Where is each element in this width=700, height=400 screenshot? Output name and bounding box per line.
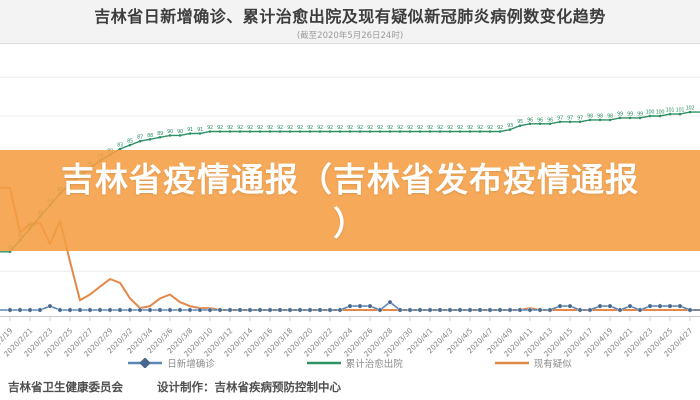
design-credit: 设计制作：吉林省疾病预防控制中心 [157, 380, 341, 394]
svg-text:96: 96 [547, 117, 553, 123]
headline-overlay: 吉林省疫情通报（吉林省发布疫情通报 ） [0, 150, 700, 251]
svg-text:92: 92 [227, 125, 233, 131]
svg-text:90: 90 [177, 129, 183, 135]
svg-text:91: 91 [187, 127, 193, 133]
svg-text:102: 102 [686, 106, 695, 112]
svg-text:87: 87 [137, 135, 143, 141]
svg-text:98: 98 [587, 113, 593, 119]
svg-text:92: 92 [337, 125, 343, 131]
svg-text:95: 95 [517, 119, 523, 125]
svg-text:97: 97 [557, 115, 563, 121]
legend-item-daily-new-confirmed[interactable]: 日新增确诊 [128, 356, 215, 370]
legend-item-cumulative-cured[interactable]: 累计治愈出院 [306, 356, 403, 370]
svg-text:92: 92 [417, 125, 423, 131]
chart-header: 吉林省日新增确诊、累计治愈出院及现有疑似新冠肺炎病例数变化趋势 (截至2020年… [0, 0, 700, 44]
svg-text:92: 92 [427, 125, 433, 131]
svg-text:101: 101 [666, 108, 675, 114]
chart-title: 吉林省日新增确诊、累计治愈出院及现有疑似新冠肺炎病例数变化趋势 [94, 7, 606, 26]
svg-text:92: 92 [467, 125, 473, 131]
svg-text:92: 92 [407, 125, 413, 131]
svg-text:99: 99 [637, 111, 643, 117]
svg-text:92: 92 [387, 125, 393, 131]
svg-text:97: 97 [577, 115, 583, 121]
svg-text:100: 100 [646, 110, 655, 116]
svg-text:100: 100 [656, 110, 665, 116]
svg-text:92: 92 [257, 125, 263, 131]
svg-text:96: 96 [527, 117, 533, 123]
svg-text:93: 93 [507, 123, 513, 129]
svg-text:92: 92 [357, 125, 363, 131]
svg-text:83: 83 [117, 143, 123, 149]
svg-text:92: 92 [217, 125, 223, 131]
svg-text:92: 92 [477, 125, 483, 131]
svg-text:92: 92 [487, 125, 493, 131]
svg-text:97: 97 [567, 115, 573, 121]
svg-text:92: 92 [397, 125, 403, 131]
publisher-name: 吉林省卫生健康委员会 [8, 380, 123, 394]
svg-text:92: 92 [377, 125, 383, 131]
svg-text:92: 92 [297, 125, 303, 131]
green-line-marker-icon [306, 361, 341, 365]
svg-text:99: 99 [617, 111, 623, 117]
svg-text:92: 92 [447, 125, 453, 131]
svg-text:98: 98 [607, 113, 613, 119]
svg-text:90: 90 [167, 129, 173, 135]
svg-text:91: 91 [197, 127, 203, 133]
svg-text:92: 92 [287, 125, 293, 131]
svg-text:92: 92 [437, 125, 443, 131]
svg-text:92: 92 [277, 125, 283, 131]
legend-label-cumulative-cured: 累计治愈出院 [345, 359, 403, 370]
svg-text:92: 92 [347, 125, 353, 131]
svg-text:92: 92 [457, 125, 463, 131]
svg-text:92: 92 [317, 125, 323, 131]
svg-text:92: 92 [307, 125, 313, 131]
svg-text:88: 88 [147, 133, 153, 139]
svg-text:92: 92 [367, 125, 373, 131]
svg-text:98: 98 [597, 113, 603, 119]
svg-text:85: 85 [127, 139, 133, 145]
headline-line-1: 吉林省疫情通报（吉林省发布疫情通报 [61, 160, 639, 199]
orange-line-marker-icon [494, 361, 529, 365]
svg-text:92: 92 [327, 125, 333, 131]
svg-text:101: 101 [676, 108, 685, 114]
svg-text:89: 89 [157, 131, 163, 137]
legend-label-existing-suspected: 现有疑似 [533, 359, 572, 370]
chart-footer: 吉林省卫生健康委员会 设计制作：吉林省疾病预防控制中心 [8, 379, 698, 395]
svg-text:92: 92 [237, 125, 243, 131]
chart-legend: 日新增确诊 累计治愈出院 现有疑似 [0, 356, 700, 370]
headline-line-2: ） [333, 204, 367, 243]
legend-item-existing-suspected[interactable]: 现有疑似 [494, 356, 572, 370]
blue-line-diamond-marker-icon [128, 358, 163, 368]
svg-text:92: 92 [207, 125, 213, 131]
svg-text:96: 96 [537, 117, 543, 123]
svg-text:92: 92 [247, 125, 253, 131]
legend-label-daily-new-confirmed: 日新增确诊 [167, 359, 215, 370]
svg-text:99: 99 [627, 111, 633, 117]
svg-text:92: 92 [267, 125, 273, 131]
chart-subtitle: (截至2020年5月26日24时) [296, 31, 404, 41]
svg-text:92: 92 [497, 125, 503, 131]
